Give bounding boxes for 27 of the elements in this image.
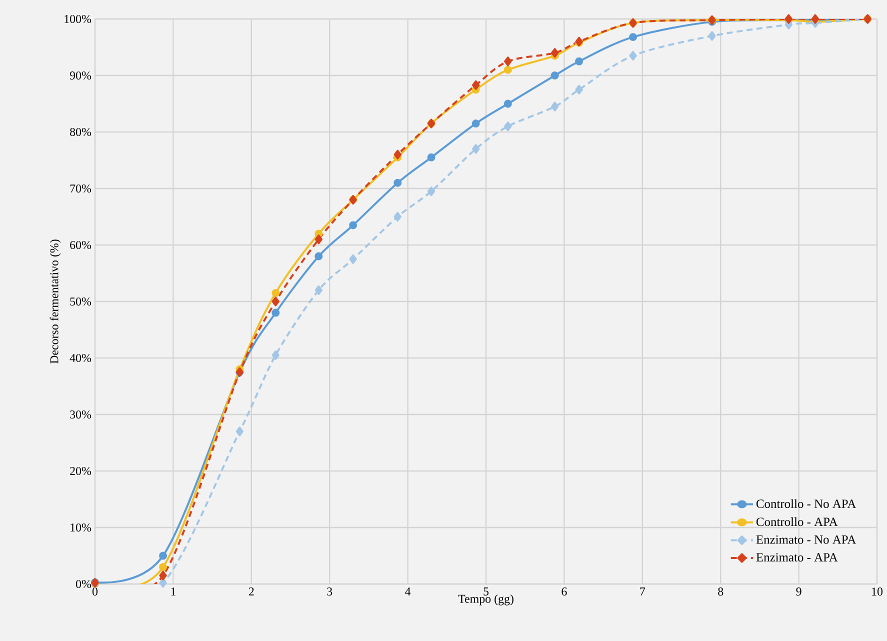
y-tick-label: 60% [70, 240, 92, 250]
x-tick-label: 6 [562, 588, 567, 596]
y-tick-label: 70% [70, 184, 92, 193]
legend-label: Enzimato - No APA [756, 535, 856, 544]
legend-label: Enzimato - APA [756, 553, 838, 562]
y-tick-label: 10% [70, 523, 92, 532]
y-tick-label: 50% [70, 297, 92, 306]
y-tick-label: 0% [76, 580, 92, 588]
x-tick-label: 5 [484, 588, 489, 596]
x-tick-label: 1 [171, 588, 176, 596]
x-axis-title: Tempo (gg) [458, 594, 514, 606]
y-tick-label: 90% [70, 71, 92, 80]
y-tick-label: 100% [64, 14, 92, 24]
y-axis-title: Decorso fermentativo (%) [50, 240, 61, 364]
y-tick-label: 30% [70, 410, 92, 419]
x-tick-label: 4 [405, 588, 411, 596]
y-tick-label: 20% [70, 466, 92, 476]
x-tick-label: 2 [248, 588, 254, 596]
x-tick-label: 3 [327, 588, 332, 596]
x-tick-label: 10 [872, 588, 883, 596]
y-tick-label: 80% [70, 128, 92, 136]
x-tick-label: 9 [796, 588, 802, 596]
x-tick-label: 8 [718, 588, 724, 596]
legend-label: Controllo - No APA [756, 499, 856, 508]
legend-label: Controllo - APA [756, 517, 838, 526]
y-tick-label: 40% [70, 354, 92, 362]
x-tick-label: 7 [640, 588, 646, 596]
